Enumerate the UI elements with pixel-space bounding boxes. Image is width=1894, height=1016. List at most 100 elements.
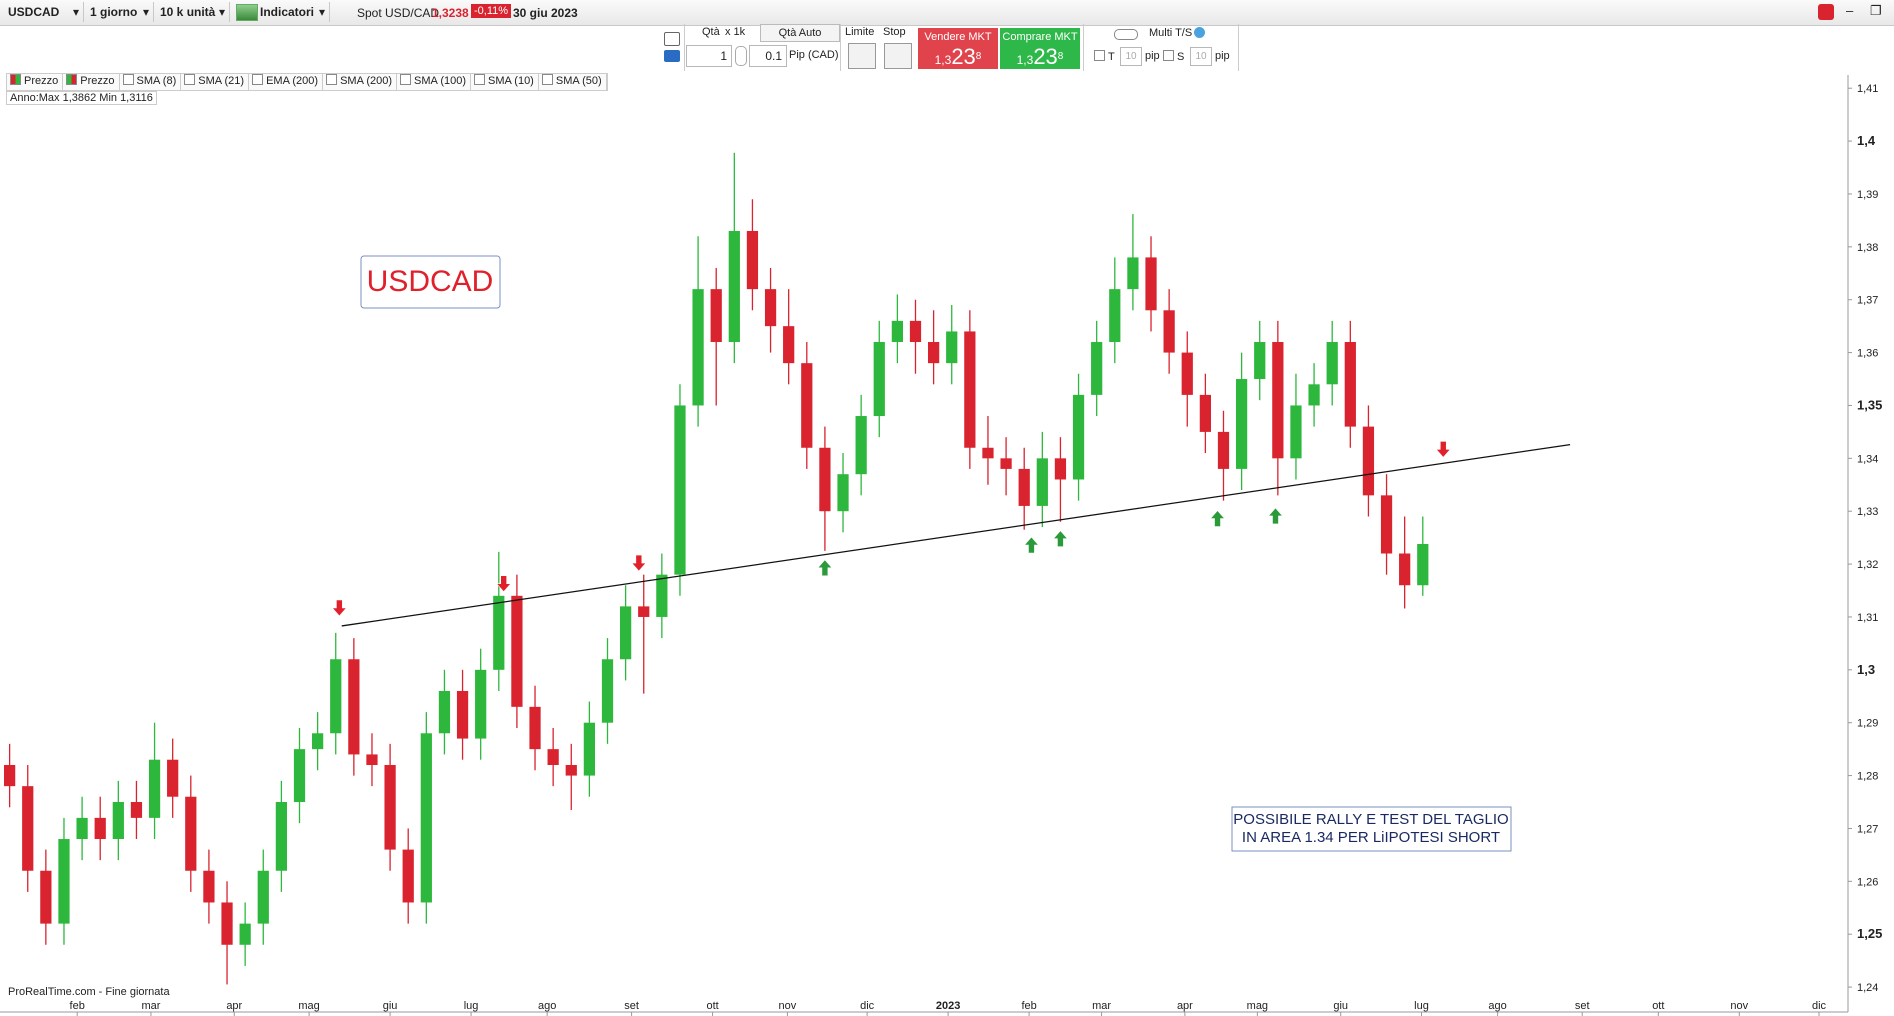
x-tick-label: apr [1177,1000,1193,1012]
sell-label: Vendere MKT [924,31,992,43]
x-tick-label: giu [383,1000,398,1012]
buy-button[interactable]: Comprare MKT 1,3238 [1000,28,1080,69]
info-icon[interactable] [1194,27,1205,38]
label-box [360,255,501,309]
candle-body [185,796,197,871]
legend-item[interactable]: EMA (200) [249,74,324,90]
x-tick-label: mar [141,1000,160,1012]
candle-body [1181,352,1193,395]
keyboard-icon[interactable] [664,50,680,62]
candle-body [1054,458,1067,480]
settings-icon[interactable] [664,32,680,46]
candle-body [366,754,378,765]
legend-item[interactable]: Prezzo [63,74,120,90]
x-tick-label: ott [706,1000,718,1012]
legend-label: SMA (10) [488,75,534,87]
candle-body [946,331,958,364]
y-tick-label: 1,38 [1857,242,1878,254]
trend-line [341,443,1571,627]
legend-item[interactable]: SMA (200) [323,74,398,90]
candle-body [710,289,722,343]
note-line: POSSIBILE RALLY E TEST DEL TAGLIO [1233,811,1508,828]
candle-body [1109,289,1121,343]
indicator-legend: Prezzo Prezzo SMA (8) SMA (21) EMA (200) SMA … [6,73,608,91]
x-tick-label: nov [779,1000,797,1012]
y-tick-label: 1,4 [1857,133,1876,148]
minimize[interactable]: – [1846,3,1854,18]
y-tick-label: 1,24 [1857,982,1878,994]
candle-body [475,669,487,739]
pip-input[interactable]: 0.1 [749,45,787,67]
qty-auto[interactable]: Qtà Auto [760,24,840,42]
sell-arrow [496,575,512,593]
candle-body [1036,458,1048,506]
sell-button[interactable]: Vendere MKT 1,3238 [918,28,998,69]
indicators-button[interactable]: Indicatori [258,2,330,22]
x-tick-label: lug [464,1000,479,1012]
price-frac: 8 [975,51,982,62]
candle-body [783,326,795,364]
candle-body [819,447,831,512]
restore[interactable]: ❐ [1870,3,1882,18]
y-tick-label: 1,34 [1857,453,1878,465]
candle-body [1145,257,1157,311]
price-big: 23 [1033,44,1058,69]
legend-item[interactable]: SMA (8) [120,74,182,90]
candle-body [1235,379,1248,469]
t-input[interactable]: 10 [1120,47,1142,66]
candle-body [909,320,922,343]
s-input[interactable]: 10 [1190,47,1212,66]
candle-body [620,606,632,660]
candle-body [1018,468,1030,506]
legend-item[interactable]: SMA (21) [181,74,250,90]
t-option[interactable]: T [1094,50,1115,63]
candle-body [456,690,469,739]
buy-price: 1,3238 [1000,44,1080,70]
stop-label: Stop [883,26,906,38]
y-tick-label: 1,31 [1857,612,1878,624]
separator [840,24,841,71]
candle-body [927,342,940,364]
stop-button[interactable] [884,43,912,69]
candle-body [420,733,432,903]
sync-button[interactable] [1818,4,1834,20]
link-icon[interactable] [735,46,747,66]
price-change: -0,11% [471,4,512,18]
s-unit: pip [1215,50,1230,62]
legend-item[interactable]: Prezzo [7,74,64,90]
legend-item[interactable]: SMA (10) [471,74,539,90]
x-tick-label: mar [1092,1000,1111,1012]
multi-ts-label: Multi T/S [1149,27,1193,39]
candle-body [547,749,559,765]
y-tick-label: 1,27 [1857,823,1878,835]
candle-body [1417,543,1429,586]
x-tick-label: ago [1488,1000,1506,1012]
y-tick-label: 1,37 [1857,295,1878,307]
price-prefix: 1,3 [1016,53,1034,67]
y-tick-label: 1,39 [1857,189,1878,201]
candle-body [1254,342,1266,380]
candle-body [873,342,885,417]
qty-input[interactable]: 1 [686,45,732,67]
legend-item[interactable]: SMA (100) [397,74,471,90]
sell-arrow [631,554,647,572]
candle-body [1072,394,1085,480]
limit-button[interactable] [848,43,876,69]
period-select[interactable]: 1 giorno [86,2,154,22]
units-select[interactable]: 10 k unità [156,2,230,22]
candle-body [837,474,849,512]
candle-body [493,595,505,670]
toggle[interactable] [1114,29,1138,40]
candle-body [76,817,88,840]
candle-body [1362,426,1375,496]
symbol-select[interactable]: USDCAD [4,2,84,22]
buy-arrow [1209,510,1226,527]
candle-body [1000,458,1012,469]
candle-body [40,870,52,924]
legend-item[interactable]: SMA (50) [539,74,607,90]
buy-arrow [817,559,833,577]
s-option[interactable]: S [1163,50,1184,63]
legend-label: Prezzo [24,75,59,87]
limit-label: Limite [845,26,875,38]
y-tick-label: 1,26 [1857,876,1878,888]
